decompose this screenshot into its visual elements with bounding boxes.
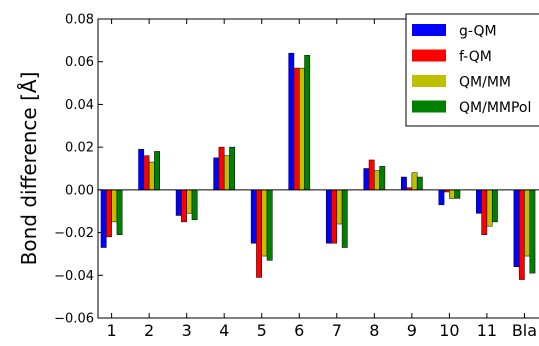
y-tick-label: 0.04 [65, 98, 94, 113]
x-tick-label: 11 [477, 321, 497, 340]
bar-f-qm-11 [481, 189, 488, 235]
bar-g-qm-11 [476, 189, 482, 214]
y-tick-label: 0.08 [65, 13, 94, 28]
bar-f-qm-6 [293, 67, 300, 191]
bar-g-qm-bla [513, 189, 520, 267]
legend: g-QM f-QM QM/MM QM/MMPol [405, 13, 539, 127]
legend-swatch [412, 100, 446, 113]
bar-qm-mm-6 [299, 67, 305, 191]
x-tick-label: 6 [294, 321, 304, 340]
legend-label: g-QM [459, 24, 497, 40]
bar-g-qm-7 [325, 189, 332, 244]
bar-g-qm-8 [363, 168, 370, 191]
bar-g-qm-9 [401, 176, 407, 191]
bar-qm-mmpol-8 [379, 166, 386, 191]
y-tick-label: −0.06 [54, 312, 94, 327]
x-tick-label: 7 [332, 321, 342, 340]
bar-qm-mm-5 [261, 189, 268, 257]
x-tick-label: 10 [439, 321, 459, 340]
x-tick-label: 1 [107, 321, 117, 340]
bar-f-qm-1 [106, 189, 112, 238]
x-tick-label: Bla [512, 321, 537, 340]
bar-qm-mmpol-6 [304, 55, 311, 191]
bar-qm-mm-11 [486, 189, 493, 227]
bar-qm-mmpol-5 [266, 189, 273, 261]
x-tick-label: 4 [219, 321, 229, 340]
bar-qm-mm-8 [374, 170, 380, 191]
bar-g-qm-4 [213, 157, 220, 191]
bar-g-qm-10 [438, 189, 445, 206]
bar-qm-mm-bla [524, 189, 531, 257]
bar-qm-mm-3 [186, 189, 193, 214]
bar-qm-mmpol-2 [154, 151, 160, 191]
bar-qm-mm-1 [111, 189, 118, 223]
bar-f-qm-7 [331, 189, 338, 244]
bar-qm-mmpol-bla [529, 189, 536, 274]
bar-qm-mm-9 [411, 172, 418, 191]
bars-layer [100, 52, 536, 280]
bar-qm-mmpol-4 [229, 146, 236, 191]
y-axis-label: Bond difference [Å] [17, 72, 41, 266]
bar-g-qm-3 [175, 189, 182, 216]
bar-g-qm-2 [138, 149, 145, 191]
bar-qm-mmpol-7 [341, 189, 348, 248]
x-tick-label: 8 [369, 321, 379, 340]
legend-swatch [412, 75, 446, 87]
bar-qm-mmpol-9 [416, 176, 423, 191]
bar-g-qm-6 [288, 52, 295, 191]
bar-g-qm-5 [250, 189, 257, 244]
y-tick-label: −0.04 [54, 269, 94, 284]
y-tick-label: 0.02 [65, 141, 94, 156]
y-tick-label: 0.00 [65, 183, 94, 198]
x-tick-label: 3 [182, 321, 192, 340]
bar-qm-mmpol-1 [116, 189, 123, 235]
y-tick-label: −0.02 [54, 226, 94, 241]
x-tick-label: 5 [257, 321, 267, 340]
bar-f-qm-2 [143, 155, 150, 191]
plot-frame [97, 18, 539, 319]
bar-qm-mm-7 [336, 189, 343, 225]
bar-qm-mm-10 [449, 189, 455, 199]
legend-label: QM/MM [459, 75, 511, 91]
legend-swatch [412, 49, 446, 62]
bar-qm-mm-2 [148, 161, 155, 191]
bar-g-qm-1 [100, 189, 107, 248]
bar-f-qm-bla [518, 189, 525, 280]
bar-f-qm-3 [181, 189, 187, 223]
legend-swatch [412, 24, 446, 36]
legend-label: f-QM [459, 49, 492, 65]
x-ticks: 1 2 3 4 5 6 7 8 9 10 11 Bla [107, 19, 537, 340]
bar-f-qm-5 [256, 189, 262, 278]
bar-qm-mmpol-10 [454, 189, 461, 199]
bar-qm-mmpol-3 [191, 189, 198, 221]
x-tick-label: 2 [144, 321, 154, 340]
legend-label: QM/MMPol [459, 100, 531, 116]
y-tick-label: 0.06 [65, 55, 94, 70]
x-tick-label: 9 [407, 321, 417, 340]
y-ticks: −0.06 −0.04 −0.02 0.00 0.02 0.04 0.06 0.08 [54, 13, 103, 327]
bar-f-qm-8 [368, 159, 375, 191]
bar-qm-mm-4 [223, 155, 230, 191]
bar-qm-mmpol-11 [491, 189, 498, 223]
bar-f-qm-4 [218, 146, 225, 191]
